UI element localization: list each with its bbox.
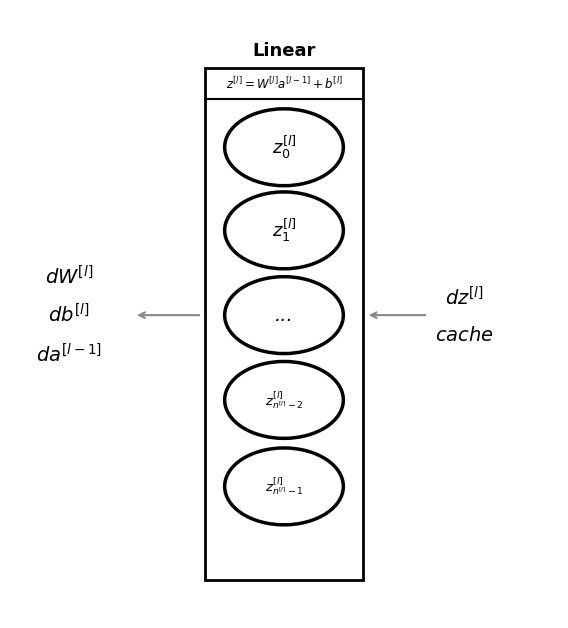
Text: $cache$: $cache$: [436, 326, 494, 345]
Ellipse shape: [225, 109, 343, 186]
Text: $z_0^{[l]}$: $z_0^{[l]}$: [272, 133, 296, 161]
Text: $z^{[l]} = W^{[l]}a^{[l-1]} + b^{[l]}$: $z^{[l]} = W^{[l]}a^{[l-1]} + b^{[l]}$: [225, 76, 343, 92]
Text: $da^{[l-1]}$: $da^{[l-1]}$: [36, 343, 102, 366]
Ellipse shape: [225, 362, 343, 438]
Ellipse shape: [225, 277, 343, 354]
Text: $z_{n^{[l]}-2}^{[l]}$: $z_{n^{[l]}-2}^{[l]}$: [265, 389, 303, 411]
Text: $db^{[l]}$: $db^{[l]}$: [48, 303, 90, 327]
Text: $dW^{[l]}$: $dW^{[l]}$: [45, 266, 93, 289]
Bar: [205, 68, 363, 580]
Text: ...: ...: [274, 306, 294, 325]
Text: $dz^{[l]}$: $dz^{[l]}$: [445, 286, 485, 310]
Ellipse shape: [225, 192, 343, 269]
Text: $z_1^{[l]}$: $z_1^{[l]}$: [272, 217, 296, 244]
Text: Linear: Linear: [252, 42, 316, 60]
Text: $z_{n^{[l]}-1}^{[l]}$: $z_{n^{[l]}-1}^{[l]}$: [265, 475, 303, 497]
Ellipse shape: [225, 448, 343, 525]
